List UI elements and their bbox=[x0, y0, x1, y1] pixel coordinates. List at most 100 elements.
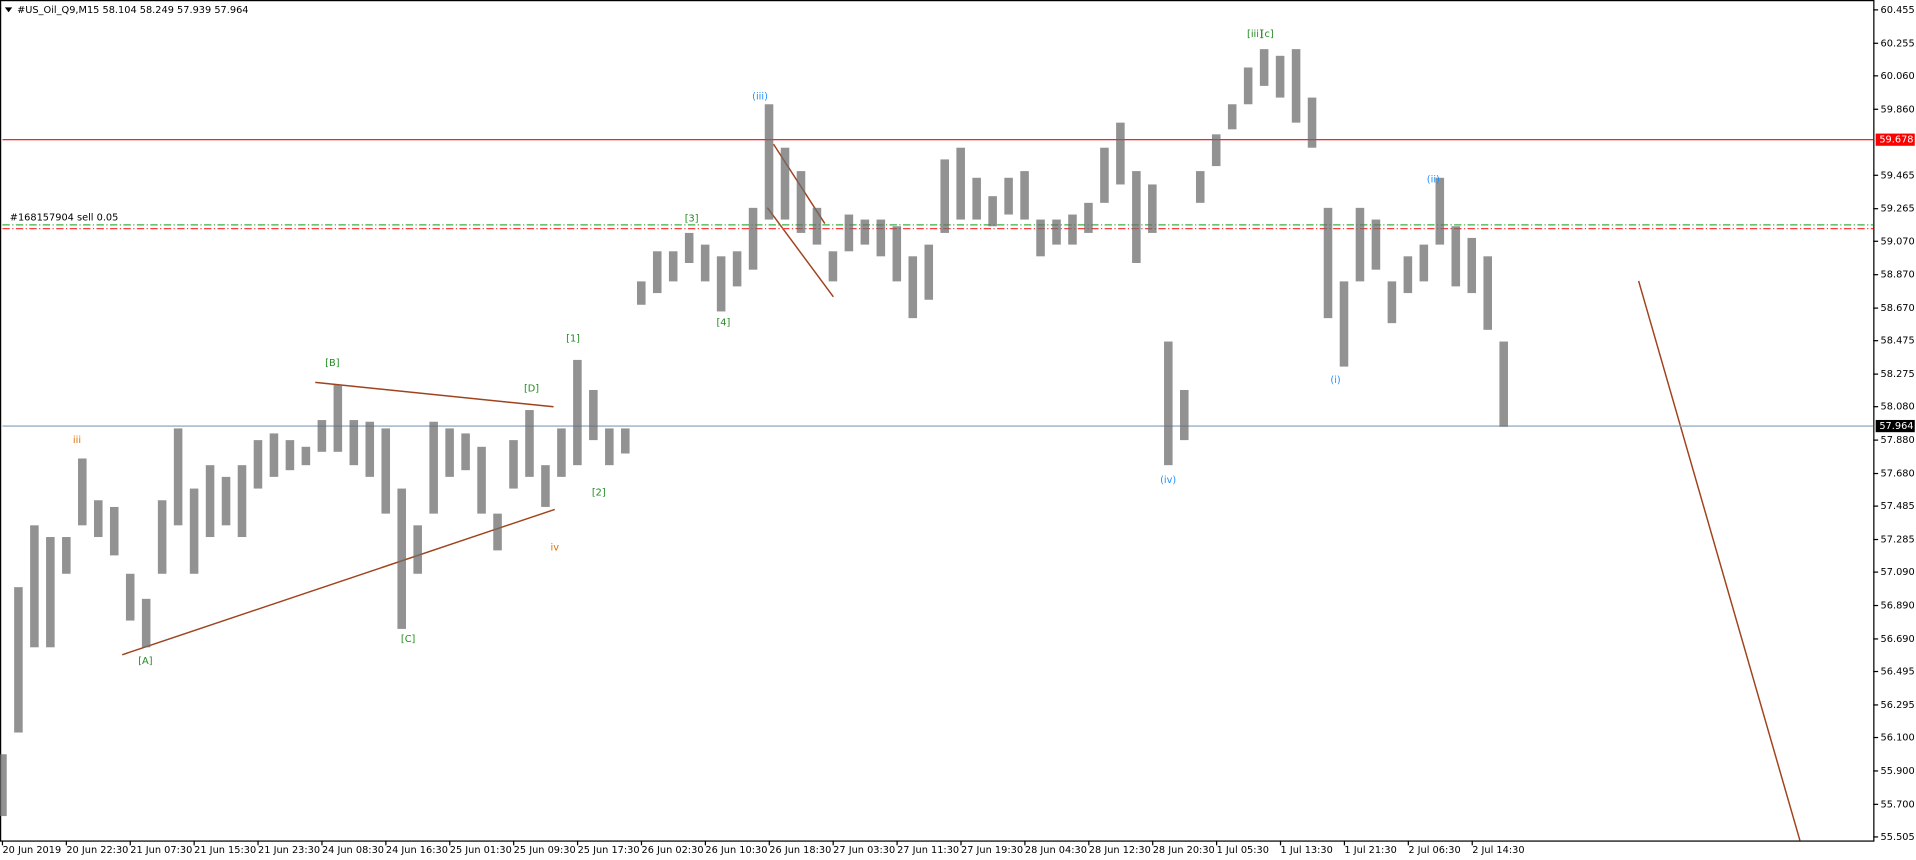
price-bar bbox=[1243, 67, 1253, 105]
y-tick-label: 57.485 bbox=[1881, 501, 1915, 512]
y-tick-label: 60.455 bbox=[1881, 5, 1915, 16]
price-bar bbox=[1084, 202, 1093, 233]
price-bar bbox=[477, 446, 486, 514]
wave-label: [3] bbox=[685, 214, 699, 225]
price-bar bbox=[1132, 171, 1141, 263]
wave-label: [B] bbox=[325, 358, 339, 369]
price-bar bbox=[892, 226, 902, 282]
price-bar bbox=[46, 537, 55, 648]
x-tick-label: 28 Jun 04:30 bbox=[1025, 845, 1087, 856]
y-tick-label: 56.100 bbox=[1881, 733, 1915, 744]
price-bar bbox=[365, 421, 375, 477]
wave-label: (iii) bbox=[752, 92, 768, 103]
price-bar bbox=[1211, 134, 1221, 167]
wave-label: [C] bbox=[401, 634, 415, 645]
price-bar bbox=[173, 428, 183, 526]
price-bar bbox=[1371, 219, 1381, 270]
price-bar bbox=[940, 159, 949, 233]
trendline bbox=[766, 207, 834, 298]
x-tick-label: 26 Jun 10:30 bbox=[705, 845, 767, 856]
x-tick-label: 1 Jul 21:30 bbox=[1344, 845, 1396, 856]
x-tick-label: 20 Jun 22:30 bbox=[66, 845, 128, 856]
price-bar bbox=[157, 500, 167, 574]
x-tick-label: 24 Jun 16:30 bbox=[386, 845, 448, 856]
price-bar bbox=[109, 506, 119, 556]
x-tick-label: 26 Jun 18:30 bbox=[769, 845, 831, 856]
x-tick-label: 20 Jun 2019 bbox=[2, 845, 61, 856]
x-tick-label: 25 Jun 09:30 bbox=[514, 845, 576, 856]
price-bar bbox=[684, 232, 694, 263]
price-bar bbox=[1180, 389, 1189, 441]
y-tick-label: 60.060 bbox=[1881, 71, 1915, 82]
x-tick-label: 27 Jun 19:30 bbox=[961, 845, 1023, 856]
x-tick-label: 27 Jun 11:30 bbox=[897, 845, 959, 856]
price-level-label: 59.678 bbox=[1879, 135, 1913, 146]
wave-label: iv bbox=[551, 542, 560, 553]
y-tick-label: 59.070 bbox=[1881, 236, 1915, 247]
price-bar bbox=[748, 207, 758, 270]
price-bar bbox=[1419, 244, 1429, 282]
price-bar bbox=[14, 587, 23, 733]
price-bar bbox=[844, 214, 854, 252]
wave-label: [4] bbox=[716, 318, 730, 329]
price-bar bbox=[493, 513, 502, 551]
price-bar bbox=[1339, 281, 1349, 367]
wave-label: [iii] bbox=[1247, 29, 1263, 40]
price-bar bbox=[221, 476, 231, 526]
price-bar bbox=[605, 428, 614, 466]
menu-arrow[interactable] bbox=[4, 7, 13, 13]
price-bar bbox=[1052, 219, 1061, 245]
trendline bbox=[315, 381, 554, 408]
wave-label: (iv) bbox=[1160, 475, 1176, 486]
y-tick-label: 57.880 bbox=[1881, 435, 1915, 446]
y-tick-label: 55.505 bbox=[1881, 832, 1915, 843]
price-bar bbox=[333, 384, 343, 452]
y-tick-label: 57.090 bbox=[1881, 567, 1915, 578]
price-bar bbox=[956, 147, 965, 220]
x-tick-label: 1 Jul 05:30 bbox=[1217, 845, 1269, 856]
y-tick-label: 58.475 bbox=[1881, 336, 1915, 347]
wave-label: [D] bbox=[524, 383, 539, 394]
y-tick-label: 59.465 bbox=[1881, 170, 1915, 181]
price-bar bbox=[732, 251, 742, 287]
price-bar bbox=[381, 428, 391, 514]
x-tick-label: 25 Jun 01:30 bbox=[450, 845, 512, 856]
price-bar bbox=[972, 177, 981, 220]
price-bar bbox=[668, 251, 678, 282]
price-bar bbox=[780, 147, 790, 220]
y-tick-label: 56.495 bbox=[1881, 667, 1915, 678]
price-bar bbox=[621, 428, 630, 454]
x-tick-label: 28 Jun 20:30 bbox=[1153, 845, 1215, 856]
price-bar bbox=[1116, 122, 1125, 185]
price-bar bbox=[93, 500, 103, 538]
price-bar bbox=[413, 525, 422, 574]
y-tick-label: 58.275 bbox=[1881, 369, 1915, 380]
price-bar bbox=[78, 458, 87, 526]
price-bar bbox=[397, 488, 406, 629]
x-tick-label: 21 Jun 07:30 bbox=[130, 845, 192, 856]
price-bar bbox=[1467, 237, 1477, 294]
price-bar bbox=[1499, 341, 1508, 427]
price-bar bbox=[573, 359, 582, 466]
price-bar bbox=[716, 256, 726, 312]
y-tick-label: 56.690 bbox=[1881, 634, 1915, 645]
price-bar bbox=[62, 537, 71, 574]
price-bar bbox=[1259, 49, 1269, 86]
price-bar bbox=[1387, 281, 1397, 324]
price-bar bbox=[1068, 214, 1077, 245]
price-bar bbox=[796, 171, 806, 233]
wave-label: [1] bbox=[566, 333, 580, 344]
wave-label: iii bbox=[73, 435, 81, 446]
price-bar bbox=[1036, 219, 1045, 257]
y-tick-label: 58.670 bbox=[1881, 303, 1915, 314]
y-tick-label: 57.680 bbox=[1881, 469, 1915, 480]
price-bar bbox=[301, 446, 311, 466]
price-bar bbox=[349, 420, 359, 466]
price-bar bbox=[812, 207, 822, 245]
wave-label: [c] bbox=[1261, 29, 1274, 40]
price-bar bbox=[0, 754, 7, 817]
price-bar bbox=[1020, 171, 1029, 220]
trendlines bbox=[121, 143, 1801, 841]
